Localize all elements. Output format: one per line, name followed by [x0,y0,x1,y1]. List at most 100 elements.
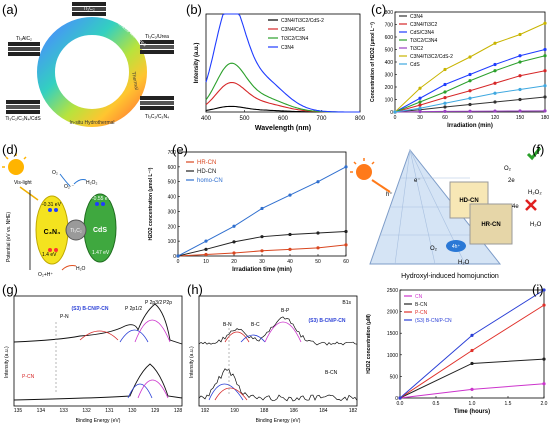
y-tick-label: 800 [385,10,394,16]
panel-g: (g) (S3) B-CN/P-CN P2p P-N P 2p1/2 P 2p3… [0,282,185,425]
chart-b: 400 500 600 700 800 Wavelength (nm) Intensity … [194,13,366,132]
ring-label-c3n4: Ti₃C₂/C₃N₄ [145,114,169,120]
y-axis-label: H2O2 concentration (μmol L⁻¹) [148,167,154,240]
g-x-tick: 134 [37,408,46,414]
data-point [468,96,472,100]
data-point [344,243,348,247]
o2-f-text: O₂ [504,166,512,172]
data-point [288,193,292,197]
hrcn-text: HR-CN [481,222,500,228]
series-line-1 [205,81,360,113]
y-tick-label: 2000 [387,310,398,316]
data-point [543,47,547,52]
g-x-tick: 131 [105,408,114,414]
data-point [543,84,547,88]
data-point [260,249,264,253]
panel-a-schematic: Ti₃C₂ Ti₃AlC₂ Ti₃C₂/Urea Ti₃C₂/C₃N₄ Ti₃C… [5,2,174,127]
ring-label-urea: Ti₃C₂/Urea [145,34,169,40]
hdcn-text: HD-CN [459,198,478,204]
o2-radical-text: O₂·⁻ [64,184,74,190]
panel-f: (f) HD-CN HR-CN e⁻ h⁺ O₂ 2e H₂O₂ 4e H₂O … [350,142,550,282]
data-point [232,251,236,255]
data-point [470,387,474,391]
y-tick-label: 2500 [387,288,398,294]
o2h-text: O₂+H⁺ [38,272,53,278]
data-point [542,303,546,307]
potential-axis-label: Potential (eV vs. NHE) [6,212,12,262]
cds-stack [6,100,40,114]
h-x-tick: 192 [201,408,210,414]
data-point [468,89,472,93]
data-point [260,235,264,239]
legend-item: CN [415,294,423,300]
panel-d-diagram: Vis-light Potential (eV vs. NHE) C₃N₄ -0… [2,153,117,278]
data-point [443,101,447,105]
data-point [232,240,236,244]
data-point [518,54,522,58]
x-tick-label: 120 [491,115,500,121]
y-tick-label: 700 [168,150,177,156]
y-tick-label: 100 [385,98,394,104]
data-point [344,165,348,169]
series-line-0 [205,105,360,113]
h-tag2: B-CN [325,370,338,376]
o2-text: O₂ [52,170,58,176]
4h-text: 4h⁺ [452,244,461,250]
plot-frame [177,151,347,257]
y-tick-label: 0 [390,110,393,116]
chart-c: 0 100 200 300 400 500 600 700 800 0 30 60 90 120 150 18… [370,10,549,129]
y-axis-label: H2O2 concentration (μM) [366,314,372,374]
sun-icon-f [356,164,372,180]
data-point [204,247,208,251]
h-elem: B1s [342,300,351,306]
data-point [543,54,547,58]
cds-vb: 1.47 eV [92,250,110,256]
y-tick-label: 600 [168,165,177,171]
panel-i-label: (i) [532,282,544,297]
h-tag1: (S3) B-CN/P-CN [309,318,346,324]
x-tick-label: 30 [259,259,265,265]
c3n4-text: C₃N₄ [44,229,61,236]
legend-item: Ti3C2/C3N4 [410,38,438,44]
chart-e: 0 100 200 300 400 500 600 700 0 10 20 30 40 50 60 Irrad… [148,150,349,273]
data-point [344,229,348,234]
x-axis-label: Irradiation time (min) [232,267,292,273]
ring-label-ti3alc2: Ti₃AlC₂ [16,36,32,42]
y-tick-label: 0 [395,396,398,402]
g-peak2: P 2p1/2 [125,306,142,312]
data-point [543,69,547,73]
e-text: e⁻ [414,178,421,184]
h-x-tick: 190 [230,408,239,414]
ti3c2-sphere [65,219,87,241]
legend-item: homo-CN [197,178,223,184]
h2o2-f-text: H₂O₂ [528,190,542,196]
legend-item: CdS [410,62,420,68]
legend-item: Ti3C2 [410,46,423,52]
x-tick-label: 600 [278,116,289,122]
process-ring [37,17,147,127]
data-point [518,74,522,78]
legend-item: HD-CN [197,169,216,175]
data-point [493,109,497,113]
panel-g-xps: (S3) B-CN/P-CN P2p P-N P 2p1/2 P 2p3/2 P… [4,295,183,424]
g-x-tick: 135 [14,408,23,414]
vis-light-text: Vis-light [14,180,32,186]
g-elem: P2p [163,300,172,306]
legend-item: C3N4/CdS [281,27,306,33]
y-tick-label: 400 [168,195,177,201]
data-point [316,180,320,184]
x-tick-label: 40 [287,259,293,265]
data-point [493,62,497,67]
x-tick-label: 60 [343,259,349,265]
h-peak1: B-N [223,322,232,328]
panel-i: (i) 0 500 1000 1500 2000 2500 0.0 0.5 1.0 1.5 2.0 T… [360,282,550,425]
x-axis-label: Time (hours) [454,409,490,415]
x-tick-label: 60 [442,115,448,121]
data-point [518,97,522,102]
data-point [204,239,208,243]
h-xlabel: Binding Energy (eV) [256,418,301,424]
x-tick-label: 150 [516,115,525,121]
x-tick-label: 0.5 [433,401,440,407]
h-x-tick: 182 [349,408,358,414]
x-tick-label: 0 [394,115,397,121]
